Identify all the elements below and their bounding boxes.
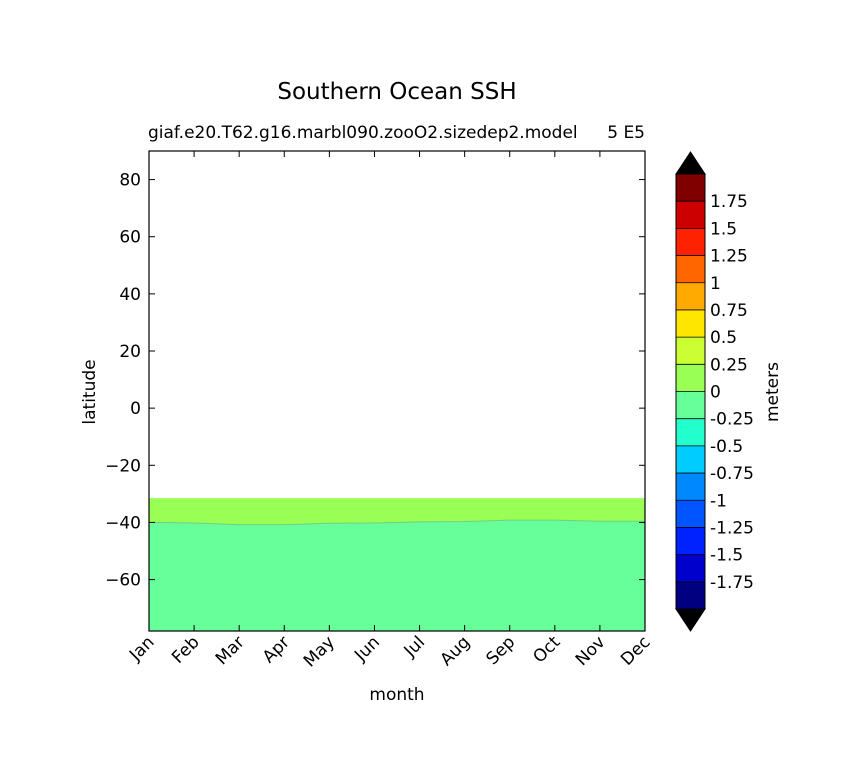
y-tick-label: −20 xyxy=(105,456,141,476)
colorbar-bin xyxy=(676,581,705,610)
colorbar-tick-label: -0.25 xyxy=(710,410,754,430)
colorbar-tick-label: 0.75 xyxy=(710,301,748,321)
x-tick-label: Aug xyxy=(437,632,475,670)
colorbar-bin xyxy=(676,554,705,583)
colorbar-bin xyxy=(676,527,705,556)
colorbar-label: meters xyxy=(763,362,783,422)
plot-area: 80 60 40 20 0 −20 −40 −60 Jan Feb Mar Apr May Jun Jul A… xyxy=(105,150,655,671)
y-axis-label: latitude xyxy=(80,359,100,424)
x-tick-label: May xyxy=(300,632,339,671)
x-tick-label: Jul xyxy=(400,632,429,661)
x-tick-label: Mar xyxy=(212,632,249,669)
chart-subtitle-right: 5 E5 xyxy=(607,123,645,143)
filled-region-positive xyxy=(149,498,645,525)
y-tick-label: 80 xyxy=(119,171,141,191)
y-tick-label: 40 xyxy=(119,285,141,305)
colorbar-frame xyxy=(675,173,706,610)
x-tick-label: Nov xyxy=(572,632,610,670)
colorbar-tick-label: 0 xyxy=(710,383,721,403)
colorbar-tick-label: 1 xyxy=(710,274,721,294)
x-tick-label: Dec xyxy=(617,632,654,669)
colorbar-tick-label: -1 xyxy=(710,491,727,511)
colorbar-tick-label: -0.5 xyxy=(710,437,743,457)
plot-frame xyxy=(148,150,646,632)
y-tick-label: −40 xyxy=(105,513,141,533)
colorbar-bin xyxy=(676,391,705,420)
colorbar-bin xyxy=(676,174,705,202)
colorbar-tick-label: 0.25 xyxy=(710,355,748,375)
colorbar-tick-label: 1.5 xyxy=(710,219,737,239)
colorbar-bin xyxy=(676,255,705,284)
colorbar-tick-label: 1.25 xyxy=(710,247,748,267)
colorbar-tick-label: 0.5 xyxy=(710,328,737,348)
colorbar-extend-min xyxy=(675,608,706,632)
y-tick-label: 20 xyxy=(119,342,141,362)
colorbar-tick-label: -1.25 xyxy=(710,518,754,538)
colorbar-bin xyxy=(676,309,705,338)
colorbar-tick-label: -1.75 xyxy=(710,573,754,593)
y-tick-label: 60 xyxy=(119,228,141,248)
colorbar-bin xyxy=(676,282,705,311)
colorbar-bin xyxy=(676,337,705,365)
x-tick-label: Oct xyxy=(529,632,564,667)
colorbar-bin xyxy=(676,418,705,447)
colorbar-bin xyxy=(676,445,705,474)
colorbar-bin xyxy=(676,500,705,528)
filled-region-negative xyxy=(149,520,645,631)
chart-subtitle-left: giaf.e20.T62.g16.marbl090.zooO2.sizedep2… xyxy=(148,123,578,143)
contour-line xyxy=(148,519,645,526)
colorbar-tick-label: 1.75 xyxy=(710,192,748,212)
colorbar: 1.75 1.5 1.25 1 0.75 0.5 0.25 0 -0.25 -0.5 -0.75 -1… xyxy=(675,151,754,632)
colorbar-tick-label: -0.75 xyxy=(710,464,754,484)
x-tick-label: Jan xyxy=(125,632,158,665)
colorbar-bin xyxy=(676,473,705,501)
colorbar-bin xyxy=(676,201,705,229)
colorbar-extend-max xyxy=(675,151,706,175)
x-axis-label: month xyxy=(369,685,424,705)
x-tick-label: Apr xyxy=(259,632,294,667)
x-tick-label: Feb xyxy=(168,632,203,667)
y-tick-label: −60 xyxy=(105,571,141,591)
colorbar-bin xyxy=(676,364,705,392)
chart-title: Southern Ocean SSH xyxy=(277,79,516,105)
x-tick-label: Jun xyxy=(350,632,384,666)
y-tick-label: 0 xyxy=(130,399,141,419)
x-tick-label: Sep xyxy=(482,632,519,669)
colorbar-tick-label: -1.5 xyxy=(710,546,743,566)
colorbar-bin xyxy=(676,228,705,257)
